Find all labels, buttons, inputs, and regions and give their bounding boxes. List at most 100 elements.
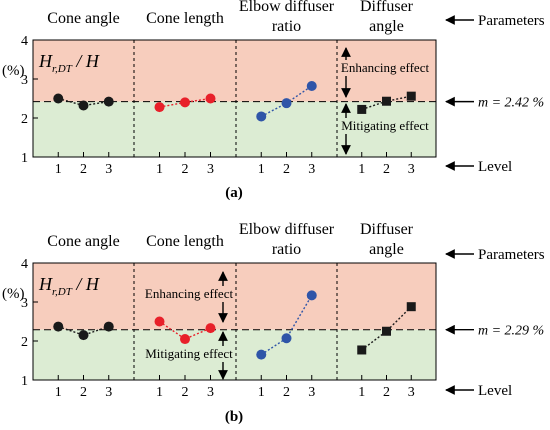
x-tick-label: 3	[308, 385, 315, 400]
x-tick-label: 2	[182, 162, 189, 177]
group-title: Cone angle	[47, 233, 119, 250]
x-tick-label: 1	[258, 385, 265, 400]
data-point	[406, 302, 416, 312]
group-title: Diffuser	[360, 0, 414, 15]
data-point	[306, 290, 317, 301]
y-tick-label: 3	[21, 296, 28, 311]
x-tick-label: 2	[80, 385, 87, 400]
series-group-1: Cone angle 1 2 3	[47, 233, 119, 400]
x-tick-label: 3	[408, 162, 415, 177]
data-point	[281, 98, 292, 109]
data-point	[154, 316, 165, 327]
x-tick-label: 2	[383, 162, 390, 177]
data-point	[205, 323, 216, 334]
data-point	[53, 93, 64, 104]
enhancing-label-bg	[145, 286, 233, 302]
series-line	[58, 97, 109, 107]
y-axis-label: (%)	[2, 286, 25, 302]
data-point	[103, 96, 114, 107]
y-tick-label: 2	[21, 335, 28, 350]
x-tick-label: 3	[308, 162, 315, 177]
y-quantity-label: Hr,DT / H	[38, 51, 100, 75]
data-point	[281, 333, 292, 344]
data-point	[406, 91, 416, 101]
series-group-3: Elbow diffuser ratio 1 2 3	[239, 0, 335, 177]
series-group-4: Diffuser angle 1 2 3	[357, 221, 416, 400]
group-title: Diffuser	[360, 221, 414, 238]
data-point	[306, 81, 317, 92]
plot-frame	[32, 39, 437, 158]
mean-label: m = 2.29 %	[478, 324, 544, 339]
enhancing-label: Enhancing effect	[341, 60, 430, 75]
x-tick-label: 1	[156, 385, 163, 400]
group-title: Cone length	[146, 10, 224, 27]
parameters-label: Parameters	[478, 13, 545, 29]
y-quantity-tail: / H	[72, 51, 100, 71]
enhancing-label-bg	[341, 60, 429, 76]
x-tick-label: 2	[283, 385, 290, 400]
data-point	[256, 349, 267, 360]
y-quantity-label: Hr,DT / H	[38, 274, 100, 298]
mitigating-label-bg	[339, 118, 431, 134]
above-mean-band	[33, 263, 436, 330]
series-group-2: Cone length 1 2 3	[146, 233, 224, 400]
x-tick-label: 2	[283, 162, 290, 177]
group-title: Cone length	[146, 233, 224, 250]
mean-label: m = 2.42 %	[478, 96, 544, 111]
group-title: ratio	[272, 241, 301, 258]
data-point	[154, 102, 165, 113]
data-point	[53, 321, 64, 332]
data-point	[78, 330, 89, 341]
x-tick-label: 1	[358, 162, 365, 177]
data-point	[357, 345, 367, 355]
x-tick-label: 3	[105, 162, 112, 177]
level-label: Level	[478, 159, 512, 175]
data-point	[382, 326, 391, 336]
y-tick-label: 4	[21, 34, 28, 49]
series-group-4: Diffuser angle 1 2 3	[357, 0, 416, 177]
mitigating-label-bg	[143, 346, 235, 362]
y-quantity-tail: / H	[72, 274, 100, 294]
series-line	[361, 95, 412, 111]
x-tick-label: 1	[55, 385, 62, 400]
data-point	[78, 100, 89, 111]
x-tick-label: 1	[258, 162, 265, 177]
data-point	[205, 93, 216, 104]
mitigating-label: Mitigating effect	[145, 346, 233, 361]
data-point	[180, 334, 190, 345]
series-group-2: Cone length 1 2 3	[146, 10, 224, 177]
group-title: Elbow diffuser	[239, 0, 335, 15]
x-tick-label: 2	[383, 385, 390, 400]
y-axis-label: (%)	[2, 63, 25, 79]
series-line	[159, 320, 211, 340]
group-title: ratio	[272, 18, 301, 35]
mitigating-label: Mitigating effect	[341, 118, 429, 133]
data-point	[103, 321, 114, 332]
x-tick-label: 1	[55, 162, 62, 177]
group-title: angle	[369, 18, 404, 35]
parameters-label: Parameters	[478, 247, 545, 263]
panel-label: (a)	[225, 185, 243, 201]
series-group-1: Cone angle 1 2 3	[47, 10, 119, 177]
enhancing-label: Enhancing effect	[145, 286, 234, 301]
y-tick-label: 1	[21, 374, 28, 389]
y-tick-label: 3	[21, 73, 28, 88]
series-line	[58, 325, 109, 336]
data-point	[357, 104, 367, 114]
x-tick-label: 2	[80, 162, 87, 177]
group-title: Elbow diffuser	[239, 221, 335, 238]
x-tick-label: 2	[182, 385, 189, 400]
y-quantity-main: H	[38, 274, 53, 294]
group-title: Cone angle	[47, 10, 119, 27]
series-group-3: Elbow diffuser ratio 1 2 3	[239, 221, 335, 400]
y-quantity-main: H	[38, 51, 53, 71]
x-tick-label: 3	[207, 385, 214, 400]
level-label: Level	[478, 383, 512, 399]
panel-label: (b)	[225, 409, 243, 425]
x-tick-label: 3	[408, 385, 415, 400]
y-tick-label: 2	[21, 112, 28, 127]
group-title: angle	[369, 241, 404, 258]
